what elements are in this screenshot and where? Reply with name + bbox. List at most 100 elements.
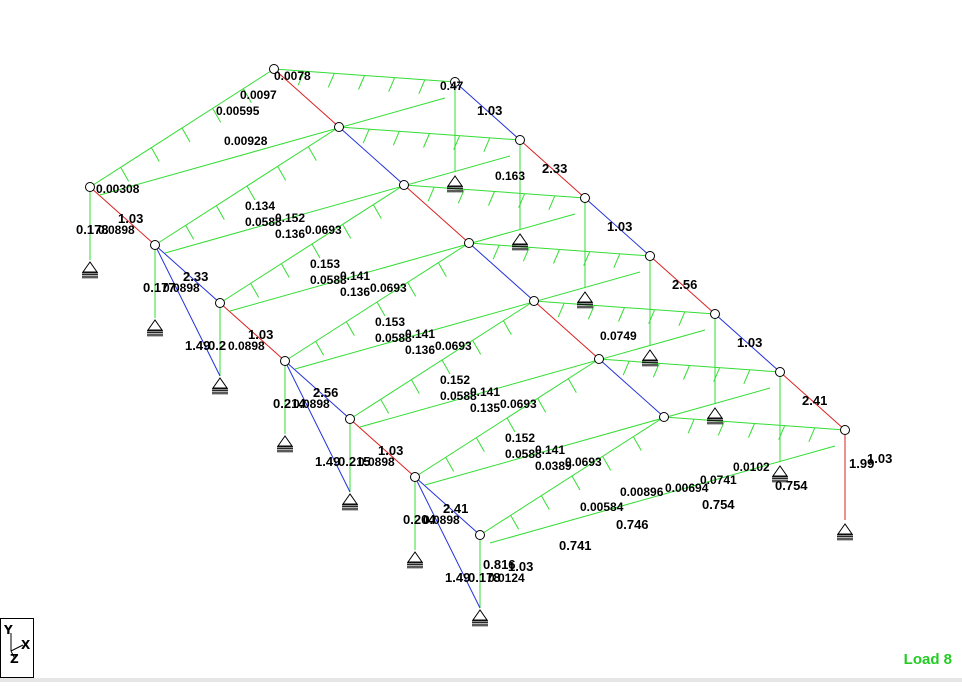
- truss-web[interactable]: [380, 399, 390, 414]
- truss-web[interactable]: [522, 247, 530, 262]
- truss-web[interactable]: [242, 88, 252, 103]
- truss-web[interactable]: [392, 131, 400, 146]
- truss-web[interactable]: [483, 137, 491, 153]
- truss-web[interactable]: [488, 191, 495, 206]
- truss-web[interactable]: [618, 307, 625, 322]
- ridge-line[interactable]: [273, 68, 340, 128]
- bottom-chord[interactable]: [359, 329, 706, 428]
- truss-web[interactable]: [362, 128, 370, 144]
- truss-web[interactable]: [427, 186, 435, 202]
- front-eave-strut[interactable]: [89, 186, 156, 246]
- pinned-support-icon[interactable]: [342, 493, 358, 511]
- truss-web[interactable]: [510, 515, 520, 530]
- bottom-chord[interactable]: [294, 271, 641, 370]
- truss-web[interactable]: [557, 302, 565, 318]
- wall-brace[interactable]: [154, 244, 221, 377]
- truss-web[interactable]: [548, 195, 556, 211]
- pinned-support-icon[interactable]: [147, 319, 163, 337]
- truss-web[interactable]: [250, 283, 260, 298]
- truss-web[interactable]: [553, 249, 560, 264]
- bottom-chord[interactable]: [424, 387, 771, 486]
- wall-brace[interactable]: [414, 476, 481, 609]
- truss-web[interactable]: [342, 224, 352, 239]
- back-eave-strut[interactable]: [584, 197, 651, 257]
- truss-web[interactable]: [648, 309, 656, 324]
- truss-web[interactable]: [277, 166, 287, 181]
- truss-web[interactable]: [518, 193, 526, 208]
- truss-web[interactable]: [410, 379, 420, 394]
- truss-web[interactable]: [652, 363, 660, 378]
- back-eave-strut[interactable]: [779, 371, 846, 431]
- pinned-support-icon[interactable]: [772, 465, 788, 483]
- truss-web[interactable]: [358, 75, 365, 90]
- truss-web[interactable]: [372, 204, 382, 219]
- truss-web[interactable]: [678, 311, 686, 327]
- front-eave-strut[interactable]: [284, 360, 351, 420]
- truss-web[interactable]: [246, 185, 256, 201]
- ridge-line[interactable]: [468, 242, 535, 302]
- truss-web[interactable]: [376, 301, 386, 317]
- truss-web[interactable]: [297, 70, 305, 86]
- pinned-support-icon[interactable]: [642, 349, 658, 367]
- truss-web[interactable]: [307, 146, 317, 161]
- truss-web[interactable]: [502, 320, 512, 335]
- joint-node[interactable]: [345, 414, 355, 424]
- joint-node[interactable]: [215, 298, 225, 308]
- joint-node[interactable]: [840, 425, 850, 435]
- joint-node[interactable]: [150, 240, 160, 250]
- truss-web[interactable]: [327, 73, 335, 88]
- truss-web[interactable]: [567, 378, 577, 393]
- joint-node[interactable]: [475, 530, 485, 540]
- truss-web[interactable]: [537, 398, 547, 413]
- truss-web[interactable]: [345, 321, 355, 336]
- truss-web[interactable]: [212, 108, 222, 123]
- pinned-support-icon[interactable]: [277, 435, 293, 453]
- front-eave-strut[interactable]: [349, 418, 416, 478]
- joint-node[interactable]: [334, 122, 344, 132]
- joint-node[interactable]: [515, 135, 525, 145]
- bottom-chord[interactable]: [99, 97, 446, 196]
- bottom-chord[interactable]: [164, 155, 511, 254]
- truss-web[interactable]: [748, 423, 755, 438]
- joint-node[interactable]: [775, 367, 785, 377]
- joint-node[interactable]: [529, 296, 539, 306]
- front-eave-strut[interactable]: [154, 244, 221, 304]
- truss-web[interactable]: [472, 340, 482, 355]
- pinned-support-icon[interactable]: [212, 377, 228, 395]
- truss-web[interactable]: [185, 225, 195, 240]
- bottom-chord[interactable]: [489, 445, 836, 544]
- pinned-support-icon[interactable]: [407, 551, 423, 569]
- truss-web[interactable]: [441, 359, 451, 375]
- truss-web[interactable]: [602, 456, 612, 471]
- ridge-line[interactable]: [338, 126, 405, 186]
- joint-node[interactable]: [410, 472, 420, 482]
- truss-web[interactable]: [713, 367, 721, 382]
- truss-web[interactable]: [622, 360, 630, 376]
- pinned-support-icon[interactable]: [512, 233, 528, 251]
- truss-web[interactable]: [632, 436, 642, 451]
- pinned-support-icon[interactable]: [447, 175, 463, 193]
- truss-web[interactable]: [457, 189, 465, 204]
- front-eave-strut[interactable]: [414, 476, 481, 536]
- pinned-support-icon[interactable]: [837, 523, 853, 541]
- joint-node[interactable]: [464, 238, 474, 248]
- truss-web[interactable]: [475, 437, 485, 452]
- wall-brace[interactable]: [284, 360, 351, 493]
- truss-web[interactable]: [437, 262, 447, 277]
- joint-node[interactable]: [85, 182, 95, 192]
- truss-web[interactable]: [423, 133, 430, 148]
- ridge-line[interactable]: [533, 300, 600, 360]
- back-eave-strut[interactable]: [714, 313, 781, 373]
- joint-node[interactable]: [269, 64, 279, 74]
- truss-web[interactable]: [311, 243, 321, 259]
- truss-web[interactable]: [583, 251, 591, 266]
- back-eave-strut[interactable]: [519, 139, 586, 199]
- ridge-line[interactable]: [598, 358, 665, 418]
- truss-web[interactable]: [587, 305, 595, 320]
- truss-web[interactable]: [492, 244, 500, 260]
- truss-web[interactable]: [453, 135, 461, 150]
- joint-node[interactable]: [399, 180, 409, 190]
- joint-node[interactable]: [710, 309, 720, 319]
- truss-web[interactable]: [181, 127, 191, 143]
